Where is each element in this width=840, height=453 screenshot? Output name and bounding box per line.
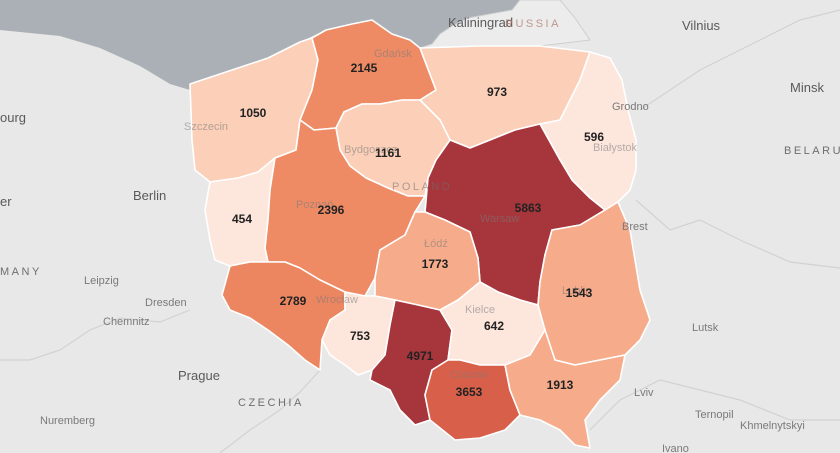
country-label-belarus: BELARUS	[784, 145, 840, 157]
city-label-dresden: Dresden	[145, 297, 187, 309]
value-label-lublin: 1543	[566, 286, 593, 300]
country-borders	[0, 9, 840, 453]
region-city-cracow: Cracow	[450, 369, 487, 381]
region-city-kielce: Kielce	[465, 304, 495, 316]
city-label-chemnitz: Chemnitz	[103, 316, 149, 328]
value-label-opole: 753	[350, 329, 370, 343]
country-label-czechia: CZECHIA	[238, 397, 304, 409]
region-subcarpathian[interactable]	[504, 329, 626, 449]
city-label-lutsk: Lutsk	[692, 322, 719, 334]
city-label-hamburg-fragment: ourg	[0, 110, 26, 125]
region-city-lublin: Lublin	[562, 285, 591, 297]
regions	[189, 19, 651, 449]
city-label-left-fragment: er	[0, 194, 12, 209]
region-city-bydgoszcz: Bydgoszcz	[344, 144, 397, 156]
city-label-prague: Prague	[178, 368, 220, 383]
city-label-kaliningrad: Kaliningrad	[448, 15, 513, 30]
city-label-grodno: Grodno	[612, 101, 649, 113]
region-city-szczecin: Szczecin	[184, 121, 228, 133]
value-label-pomeranian: 2145	[351, 61, 378, 75]
value-label-subcarpathian: 1913	[547, 378, 574, 392]
region-opole[interactable]	[321, 291, 396, 376]
value-label-swietokrzyskie: 642	[484, 319, 504, 333]
region-city-warsaw: Warsaw	[480, 213, 519, 225]
value-labels: 1050 2145 973 596 1161 454 2396 5863 177…	[232, 61, 604, 399]
city-label-nuremberg: Nuremberg	[40, 415, 95, 427]
value-label-lubusz: 454	[232, 212, 252, 226]
country-label-germany-fragment: MANY	[0, 266, 42, 278]
city-label-ivano: Ivano	[662, 443, 689, 453]
value-label-greater-poland: 2396	[318, 203, 345, 217]
value-label-lower-silesian: 2789	[280, 294, 307, 308]
city-label-khmelnytskyi: Khmelnytskyi	[740, 420, 805, 432]
value-label-lodz: 1773	[422, 257, 449, 271]
value-label-warmian-masurian: 973	[487, 85, 507, 99]
city-label-minsk: Minsk	[790, 80, 824, 95]
city-label-lviv: Lviv	[634, 387, 654, 399]
country-label-russia: RUSSIA	[505, 18, 561, 30]
baltic-sea	[0, 0, 520, 90]
value-label-podlaskie: 596	[584, 130, 604, 144]
city-label-berlin: Berlin	[133, 188, 166, 203]
base-labels: Kaliningrad RUSSIA Vilnius Minsk Grodno …	[0, 15, 840, 453]
kaliningrad-region	[419, 0, 591, 49]
region-city-poznan: Poznań	[296, 199, 333, 211]
value-label-west-pomeranian: 1050	[240, 106, 267, 120]
value-label-kuyavian-pomeranian: 1161	[375, 146, 401, 160]
region-lower-silesian[interactable]	[221, 261, 346, 371]
city-label-ternopil: Ternopil	[695, 409, 734, 421]
value-label-lesser-poland: 3653	[456, 385, 483, 399]
country-label-poland: POLAND	[392, 181, 452, 193]
city-label-brest: Brest	[622, 221, 648, 233]
city-label-leipzig: Leipzig	[84, 275, 119, 287]
region-city-lodz: Łódź	[424, 238, 448, 250]
value-label-masovian: 5863	[515, 201, 542, 215]
region-city-labels: Szczecin Gdańsk Białystok Bydgoszcz Pozn…	[184, 48, 638, 381]
city-label-vilnius: Vilnius	[682, 18, 721, 33]
region-city-bialystok: Białystok	[593, 142, 638, 154]
region-city-gdansk: Gdańsk	[374, 48, 412, 60]
region-city-wroclaw: Wrocław	[316, 294, 358, 306]
value-label-silesian: 4971	[407, 349, 434, 363]
